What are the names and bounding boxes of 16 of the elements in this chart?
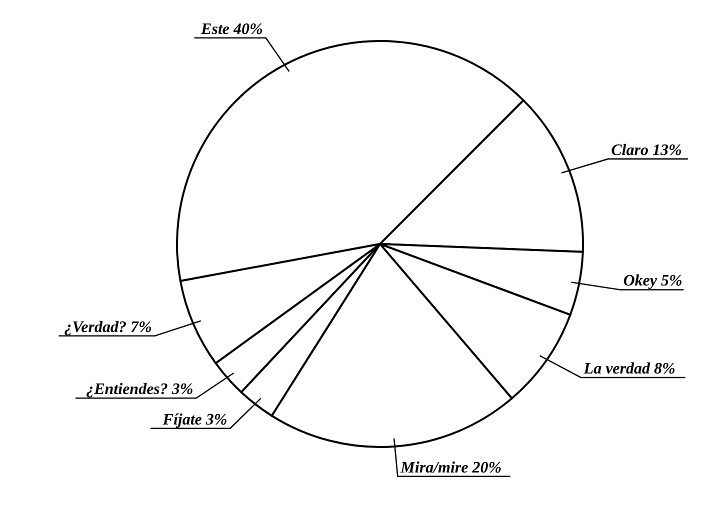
data-label: 13% bbox=[652, 142, 682, 159]
slice-label: Okey bbox=[623, 272, 657, 290]
data-label: 5% bbox=[661, 272, 682, 290]
data-label: 3% bbox=[170, 381, 194, 398]
data-label: 20% bbox=[471, 459, 502, 476]
slice-label: ¿Entiendes? bbox=[86, 381, 168, 398]
slice-label: ¿Verdad? bbox=[64, 318, 127, 336]
data-label: 8% bbox=[654, 360, 676, 378]
slice-label: La verdad bbox=[584, 360, 650, 378]
data-label: 40% bbox=[232, 20, 263, 38]
slice-label: Mira/mire bbox=[400, 459, 468, 476]
data-label: 3% bbox=[204, 411, 228, 428]
slice-label: Claro bbox=[611, 142, 648, 159]
slice-label: Este bbox=[201, 20, 230, 38]
slice-label: Fíjate bbox=[162, 411, 202, 428]
data-label: 7% bbox=[130, 318, 152, 336]
